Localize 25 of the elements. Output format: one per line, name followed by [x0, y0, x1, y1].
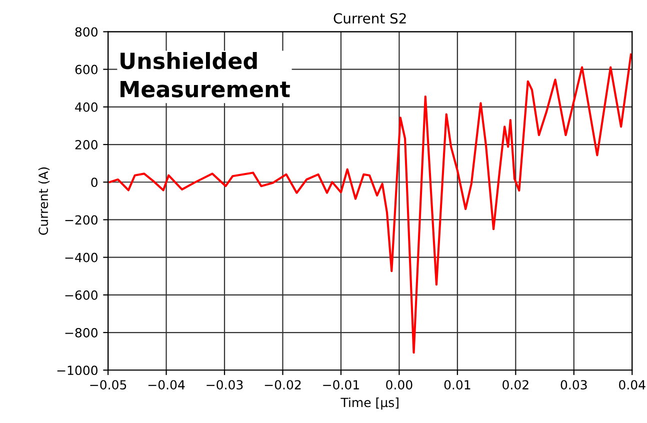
y-tick-label: 400 — [75, 102, 98, 112]
chart-title: Current S2 — [334, 13, 406, 24]
x-tick-label: 0.00 — [386, 380, 412, 390]
annotation: Unshielded Measurement — [120, 52, 290, 98]
x-tick-label: 0.04 — [619, 380, 646, 390]
x-axis-title: Time [µs] — [340, 398, 398, 410]
x-tick-label: 0.02 — [502, 380, 528, 390]
x-tick-label: −0.01 — [323, 380, 359, 390]
y-tick-label: 0 — [91, 178, 98, 188]
x-tick-label: 0.03 — [560, 380, 587, 390]
y-tick-label: 600 — [75, 64, 98, 74]
x-tick-label: −0.04 — [148, 380, 185, 390]
y-tick-label: 200 — [75, 140, 98, 150]
x-tick-label: −0.02 — [264, 380, 301, 390]
y-tick-label: −800 — [65, 328, 98, 338]
line-series — [108, 53, 632, 354]
x-tick-label: 0.01 — [444, 380, 470, 390]
y-tick-label: 800 — [75, 27, 98, 37]
x-tick-label: −0.03 — [206, 380, 243, 390]
x-tick-label: −0.05 — [90, 380, 126, 390]
y-tick-label: −1000 — [57, 366, 98, 376]
y-tick-label: −400 — [65, 252, 98, 262]
y-axis-title: Current (A) — [38, 167, 50, 235]
y-tick-label: −200 — [65, 215, 98, 225]
y-tick-label: −600 — [65, 290, 98, 300]
